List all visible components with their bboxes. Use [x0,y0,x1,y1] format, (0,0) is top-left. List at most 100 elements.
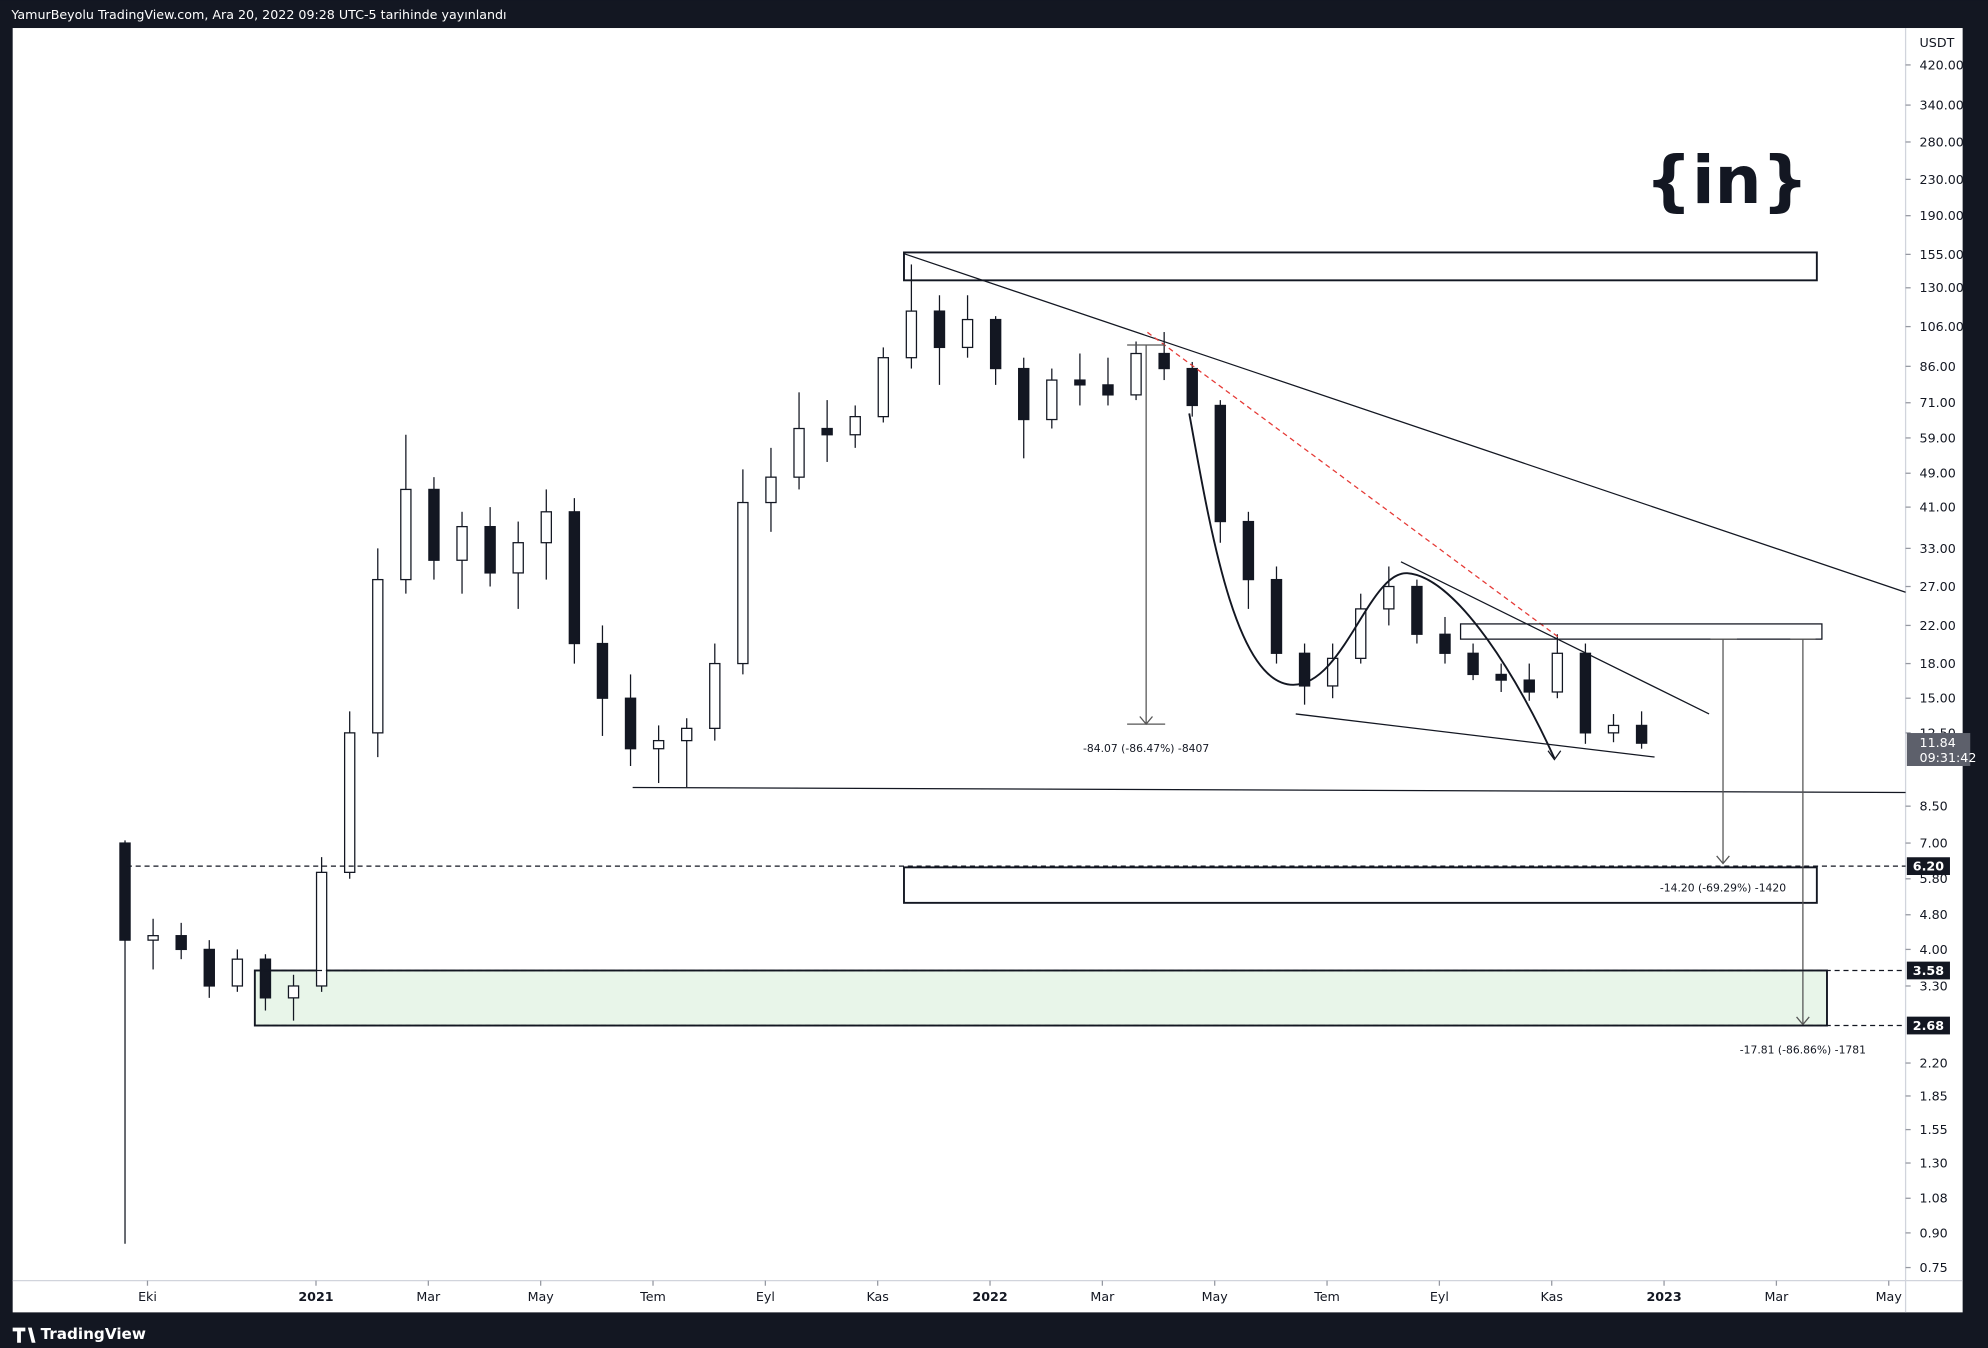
y-tick-label: 130.00 [1920,280,1964,295]
x-tick-label: 2022 [972,1289,1007,1304]
candle-body [315,871,328,987]
candle-body [372,578,384,734]
measure-label: -14.20 (-69.29%) -1420 [1660,881,1786,894]
curve [1188,413,1556,759]
y-tick-label: 33.00 [1920,541,1956,556]
candle-body [1551,652,1564,693]
y-tick-label: 27.00 [1920,579,1956,594]
support-line [632,786,1906,794]
y-tick-label: 22.00 [1920,618,1956,633]
candle-body [1635,724,1648,744]
candle-body [231,958,244,987]
candle-body [652,739,665,750]
candle-body [1411,585,1423,635]
y-tick-label: 0.75 [1920,1260,1948,1275]
resistance-box [903,251,1818,282]
y-tick-label: 4.80 [1920,907,1948,922]
candle-body [1326,657,1339,687]
x-tick-label: 2021 [298,1289,333,1304]
candle-body [1579,652,1592,734]
dashed-trend-line [1147,331,1560,639]
arrow [1547,750,1562,761]
chart-panel [12,28,1963,1313]
x-tick-label: Mar [1090,1289,1115,1304]
candle-body [1607,724,1620,734]
candle-body [596,642,609,699]
arrow [1796,1016,1810,1026]
candle-body [119,842,131,941]
candle-body [821,427,833,436]
zones [253,969,1828,1027]
candle-body [1467,652,1479,676]
price-label: 2.68 [1913,1018,1944,1033]
candle-body [1074,379,1086,386]
candle-body [1158,352,1170,370]
y-tick-label: 1.55 [1920,1122,1948,1137]
footer-logo [12,1327,36,1343]
candle-body [1186,367,1198,407]
wedge-upper [1400,561,1710,715]
candle-body [1383,585,1395,610]
y-tick-label: 49.00 [1920,466,1956,481]
x-tick-label: Tem [1313,1289,1340,1304]
wedge-lower [1295,713,1655,758]
y-tick-label: 18.00 [1920,656,1956,671]
y-tick-label: 1.08 [1920,1191,1948,1206]
y-tick-label: 8.50 [1920,799,1948,814]
x-tick-label: Tem [639,1289,666,1304]
y-tick-label: 4.00 [1920,942,1948,957]
candle-body [343,732,356,873]
candle-body [1242,520,1255,581]
footer-brand: TradingView [41,1325,146,1343]
y-tick-label: 86.00 [1920,359,1956,374]
candle-body [989,318,1002,370]
candle-body [1270,578,1283,654]
price-label: 3.58 [1913,963,1944,978]
y-tick-label: 230.00 [1920,172,1964,187]
candle-body [709,662,721,729]
countdown: 09:31:42 [1920,750,1977,765]
y-tick-label: 280.00 [1920,134,1964,149]
demand-zone [253,969,1828,1027]
x-tick-label: 2023 [1646,1289,1681,1304]
x-tick-label: Mar [416,1289,441,1304]
x-tick-label: May [528,1289,555,1304]
candle-body [1214,404,1227,523]
candle-body [1130,352,1142,396]
x-tick-label: May [1202,1289,1229,1304]
last-price-box [1906,733,1971,766]
candle-body [905,310,918,359]
candle-body [793,427,805,478]
candle-body [1298,652,1311,687]
y-tick-label: 1.30 [1920,1155,1948,1170]
candle-body [400,488,412,581]
candle-body [1018,367,1030,421]
candle-body [540,511,552,544]
x-tick-label: Eki [138,1289,157,1304]
y-tick-label: 3.30 [1920,978,1948,993]
price-label-box [1906,857,1950,876]
candle-body [681,727,693,742]
candle-body [1495,673,1507,681]
candle-body [203,948,215,987]
arrow [1139,716,1153,726]
candle-body [961,318,974,349]
header: YamurBeyolu TradingView.com, Ara 20, 202… [10,7,506,22]
unit-label: USDT [1920,35,1955,50]
last-price: 11.84 [1920,735,1956,750]
y-tick-label: 71.00 [1920,395,1956,410]
candle-body [287,985,300,999]
candle-body [259,958,272,999]
x-tick-label: Mar [1764,1289,1789,1304]
y-tick-label: 41.00 [1920,500,1956,515]
y-tick-label: 2.20 [1920,1055,1948,1070]
measure-label: -17.81 (-86.86%) -1781 [1740,1044,1866,1057]
drawings [632,251,1906,1026]
x-tick-label: Kas [866,1289,888,1304]
candle-body [1439,633,1451,654]
candle-body [1523,679,1535,693]
y-tick-label: 106.00 [1920,319,1964,334]
candle-body [933,310,946,349]
y-tick-label: 340.00 [1920,98,1964,113]
small-box [1459,623,1823,640]
